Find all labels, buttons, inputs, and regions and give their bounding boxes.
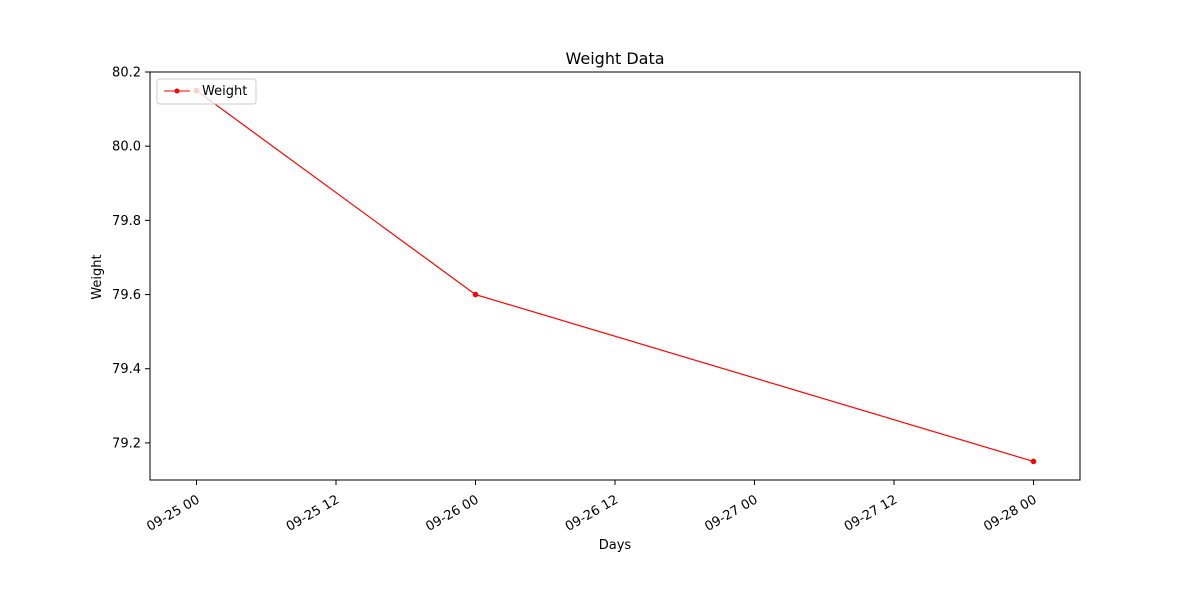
chart-title: Weight Data (565, 49, 664, 68)
y-tick-label: 79.6 (112, 288, 141, 303)
legend-label: Weight (202, 84, 247, 99)
y-tick-label: 79.4 (112, 362, 141, 377)
legend: Weight (156, 78, 257, 105)
plot-area (149, 71, 1081, 481)
y-tick-label: 79.2 (112, 436, 141, 451)
y-tick-label: 79.8 (112, 214, 141, 229)
legend-marker (174, 88, 180, 94)
y-axis-ticks: 79.2 79.4 79.6 79.8 80.0 80.2 (112, 66, 150, 451)
legend-box (156, 78, 257, 105)
y-tick-label: 80.2 (112, 66, 141, 81)
y-tick-label: 80.0 (112, 140, 141, 155)
data-point (1030, 458, 1037, 465)
x-axis-label: Days (599, 538, 632, 553)
y-axis-label: Weight (90, 254, 105, 299)
data-point (472, 291, 479, 298)
